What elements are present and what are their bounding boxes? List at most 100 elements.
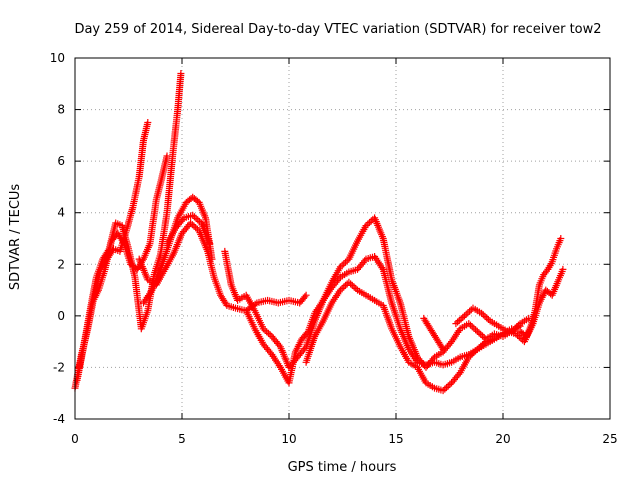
data-point xyxy=(454,318,462,326)
data-point xyxy=(459,313,467,321)
data-point xyxy=(208,255,216,263)
data-point xyxy=(439,345,447,353)
x-axis-label: GPS time / hours xyxy=(288,460,397,475)
data-point xyxy=(441,385,449,393)
data-point xyxy=(340,260,348,268)
data-point xyxy=(468,350,476,358)
data-points xyxy=(71,70,567,395)
data-point xyxy=(472,347,480,355)
data-point xyxy=(457,315,465,323)
y-tick-label: -4 xyxy=(53,412,65,426)
data-point xyxy=(467,321,474,329)
x-tick-labels: 0 5 10 15 20 25 xyxy=(71,432,617,446)
data-point xyxy=(192,224,200,232)
data-point xyxy=(439,387,447,395)
data-point xyxy=(466,307,474,315)
data-point xyxy=(478,309,486,317)
data-point xyxy=(336,263,344,271)
data-point xyxy=(473,327,481,335)
data-point xyxy=(444,382,452,390)
data-point xyxy=(338,261,346,269)
data-point xyxy=(438,344,446,352)
data-point xyxy=(467,352,474,360)
data-point xyxy=(342,258,349,266)
y-tick-label: 10 xyxy=(50,51,65,65)
data-point xyxy=(348,281,356,289)
grid xyxy=(74,57,611,420)
data-point xyxy=(187,219,195,227)
x-tick-label: 20 xyxy=(495,432,510,446)
data-point xyxy=(559,265,567,273)
data-point xyxy=(347,280,355,288)
data-point xyxy=(350,283,358,291)
data-point xyxy=(465,320,473,328)
data-point xyxy=(192,214,200,222)
data-point xyxy=(342,281,349,289)
data-point xyxy=(179,216,187,224)
data-point xyxy=(461,312,468,320)
data-point xyxy=(514,332,522,339)
data-point xyxy=(443,384,450,391)
x-tick-label: 25 xyxy=(602,432,617,446)
data-point xyxy=(301,293,309,301)
x-tick-label: 0 xyxy=(71,432,79,446)
y-tick-label: -2 xyxy=(53,360,65,374)
series-arc7 xyxy=(242,253,516,387)
data-point xyxy=(190,213,198,221)
data-point xyxy=(455,370,463,378)
data-point xyxy=(163,152,171,160)
series-arc3 xyxy=(75,152,171,371)
x-tick-label: 5 xyxy=(178,432,186,446)
data-point xyxy=(446,380,454,388)
data-point xyxy=(479,332,486,340)
data-point xyxy=(190,222,198,230)
chart-title: Day 259 of 2014, Sidereal Day-to-day VTE… xyxy=(74,22,601,37)
data-point xyxy=(468,323,476,331)
data-point xyxy=(452,320,460,328)
data-point xyxy=(303,329,311,337)
data-point xyxy=(557,235,565,242)
series-arc9 xyxy=(420,314,447,353)
data-point xyxy=(361,257,369,265)
y-tick-label: 4 xyxy=(57,206,65,220)
data-point xyxy=(465,353,473,361)
series-arc8 xyxy=(302,278,524,395)
data-point xyxy=(340,283,348,291)
data-point xyxy=(464,309,472,317)
data-point xyxy=(517,335,525,342)
data-point xyxy=(364,220,372,228)
data-point xyxy=(275,341,283,349)
data-point xyxy=(194,216,202,224)
data-point xyxy=(302,291,310,299)
data-point xyxy=(189,211,197,219)
data-point xyxy=(188,221,196,229)
y-tick-label: 2 xyxy=(57,257,65,271)
data-point xyxy=(336,286,344,294)
y-tick-label: 6 xyxy=(57,154,65,168)
series-arc10 xyxy=(452,265,567,346)
data-point xyxy=(335,275,343,283)
y-axis-label: SDTVAR / TECUs xyxy=(8,184,23,291)
data-point xyxy=(343,257,351,265)
data-point xyxy=(475,329,483,337)
data-point xyxy=(470,324,478,332)
data-point xyxy=(177,70,185,77)
data-point xyxy=(366,219,373,226)
data-point xyxy=(479,311,487,319)
data-point xyxy=(338,285,346,292)
data-point xyxy=(429,355,437,363)
data-point xyxy=(345,278,353,286)
data-point xyxy=(477,330,485,338)
data-point xyxy=(352,285,360,292)
data-point xyxy=(266,331,274,339)
data-point xyxy=(301,345,309,352)
data-point xyxy=(462,310,470,318)
data-point xyxy=(267,349,274,357)
data-point xyxy=(259,325,267,333)
series-arc11 xyxy=(516,235,565,340)
data-point xyxy=(483,314,491,322)
data-point xyxy=(261,326,269,334)
data-point xyxy=(455,317,463,324)
data-point xyxy=(515,333,523,341)
